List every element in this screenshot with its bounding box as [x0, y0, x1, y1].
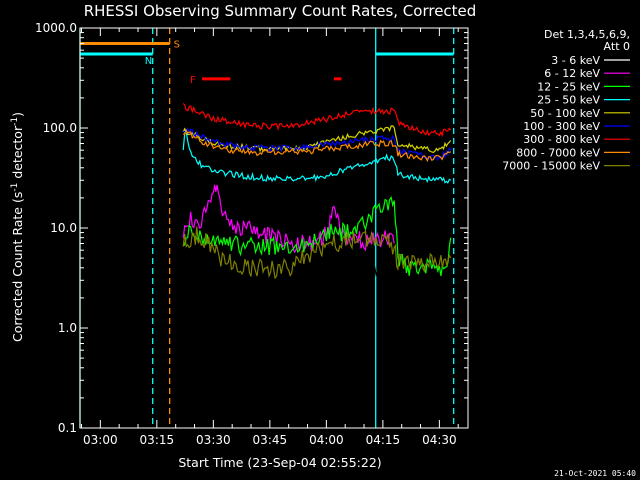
- x-tick-label: 04:15: [366, 433, 401, 447]
- legend-entry-label: 7000 - 15000 keV: [502, 160, 600, 173]
- y-axis-label-sup2: -1: [10, 117, 20, 126]
- x-tick-label: 03:00: [83, 433, 118, 447]
- footer-timestamp: 21-Oct-2021 05:40: [554, 469, 636, 478]
- x-axis-label: Start Time (23-Sep-04 02:55:22): [178, 455, 381, 470]
- y-tick-label: 1000.0: [35, 21, 77, 35]
- legend-entry-label: 50 - 100 keV: [530, 107, 600, 120]
- x-tick-label: 04:00: [309, 433, 344, 447]
- chart-title: RHESSI Observing Summary Count Rates, Co…: [84, 2, 477, 20]
- legend-header-1: Det 1,3,4,5,6,9,: [544, 28, 630, 41]
- series-layer: [182, 102, 452, 338]
- series-line: [182, 102, 452, 138]
- legend-entry-label: 25 - 50 keV: [537, 94, 600, 107]
- x-tick-label: 03:30: [196, 433, 231, 447]
- y-tick-label: 1.0: [58, 321, 77, 335]
- legend-entry-label: 3 - 6 keV: [551, 54, 600, 67]
- legend-entry-label: 100 - 300 keV: [523, 120, 600, 133]
- y-axis-label-main: Corrected Count Rate (s: [10, 192, 25, 342]
- x-tick-label: 04:30: [422, 433, 457, 447]
- y-tick-label: 0.1: [58, 421, 77, 435]
- y-axis-label-end: ): [10, 112, 25, 117]
- y-tick-label: 10.0: [50, 221, 77, 235]
- series-line: [182, 129, 451, 184]
- legend-entry-label: 6 - 12 keV: [544, 67, 600, 80]
- series-line: [182, 184, 395, 254]
- legend-entry-label: 300 - 800 keV: [523, 133, 600, 146]
- flags-layer: S N F: [79, 28, 455, 428]
- y-tick-label: 100.0: [43, 121, 77, 135]
- x-tick-label: 03:15: [140, 433, 175, 447]
- saa-flag-label: S: [174, 39, 180, 50]
- legend-entry-label: 12 - 25 keV: [537, 80, 600, 93]
- y-axis-label: Corrected Count Rate (s-1 detector-1): [10, 112, 25, 342]
- series-line: [182, 226, 452, 280]
- night-flag-label: N: [145, 56, 152, 67]
- flare-flag-label: F: [190, 75, 196, 86]
- legend-entry-label: 800 - 7000 keV: [516, 146, 600, 159]
- legend-header-2: Att 0: [604, 40, 630, 53]
- y-axis-label-sup1: -1: [10, 183, 20, 192]
- axes-layer: 0.1 1.0 10.0 100.0 1000.0 03:00 03:15 03:30 03:4…: [35, 21, 469, 447]
- y-axis-label-mid: detector: [10, 125, 25, 183]
- series-line: [182, 196, 452, 276]
- series-line: [182, 128, 451, 163]
- x-tick-label: 03:45: [253, 433, 288, 447]
